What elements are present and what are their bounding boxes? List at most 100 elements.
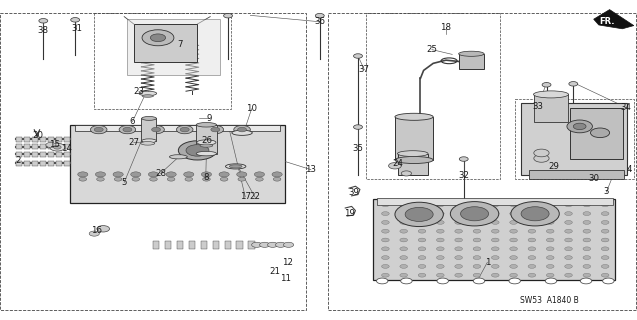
Circle shape <box>528 220 536 224</box>
Circle shape <box>564 247 572 251</box>
Polygon shape <box>39 152 46 157</box>
Text: 17: 17 <box>240 192 251 201</box>
Text: 35: 35 <box>352 144 364 153</box>
Circle shape <box>400 247 408 251</box>
Circle shape <box>547 220 554 224</box>
Text: 13: 13 <box>305 165 317 174</box>
Text: FR.: FR. <box>599 17 614 26</box>
Circle shape <box>238 127 247 132</box>
Circle shape <box>491 247 499 251</box>
Circle shape <box>178 141 217 160</box>
Circle shape <box>601 264 609 268</box>
Circle shape <box>564 238 572 242</box>
Text: 3: 3 <box>604 188 609 196</box>
Circle shape <box>272 172 282 177</box>
Ellipse shape <box>395 113 433 120</box>
Circle shape <box>583 220 590 224</box>
Circle shape <box>114 177 122 181</box>
Text: 19: 19 <box>343 209 355 218</box>
Circle shape <box>382 238 389 242</box>
Text: 26: 26 <box>201 136 213 145</box>
Circle shape <box>150 177 157 181</box>
Polygon shape <box>459 54 484 69</box>
Circle shape <box>186 145 209 156</box>
Circle shape <box>90 125 107 134</box>
Polygon shape <box>32 152 38 157</box>
Circle shape <box>39 19 48 23</box>
Circle shape <box>547 247 554 251</box>
Polygon shape <box>48 137 54 142</box>
Circle shape <box>547 229 554 233</box>
Polygon shape <box>48 144 54 149</box>
Polygon shape <box>70 125 285 203</box>
Circle shape <box>131 172 141 177</box>
Text: 28: 28 <box>155 169 166 178</box>
Text: 18: 18 <box>440 23 452 32</box>
Circle shape <box>418 212 426 216</box>
Polygon shape <box>75 125 280 131</box>
Ellipse shape <box>141 141 155 145</box>
Circle shape <box>510 247 517 251</box>
Circle shape <box>382 264 389 268</box>
Circle shape <box>142 30 174 46</box>
Circle shape <box>71 18 80 22</box>
Circle shape <box>473 229 481 233</box>
Circle shape <box>273 177 281 181</box>
Circle shape <box>509 278 520 284</box>
Polygon shape <box>24 152 30 157</box>
Circle shape <box>119 125 136 134</box>
Circle shape <box>601 203 609 207</box>
Circle shape <box>436 203 444 207</box>
Circle shape <box>436 247 444 251</box>
Circle shape <box>382 212 389 216</box>
Circle shape <box>418 256 426 260</box>
Text: 20: 20 <box>32 131 44 140</box>
Text: 39: 39 <box>348 188 359 197</box>
Circle shape <box>455 212 462 216</box>
Ellipse shape <box>141 116 157 120</box>
Ellipse shape <box>141 139 157 143</box>
Ellipse shape <box>533 91 569 98</box>
Ellipse shape <box>197 140 216 145</box>
Circle shape <box>528 264 536 268</box>
Circle shape <box>510 264 517 268</box>
Text: 16: 16 <box>91 226 103 235</box>
Circle shape <box>237 172 247 177</box>
Circle shape <box>473 273 481 277</box>
Circle shape <box>521 207 549 221</box>
Circle shape <box>583 256 590 260</box>
Circle shape <box>601 256 609 260</box>
Circle shape <box>510 212 517 216</box>
Polygon shape <box>16 152 22 157</box>
Circle shape <box>382 256 389 260</box>
Circle shape <box>564 273 572 277</box>
Polygon shape <box>594 10 634 29</box>
Circle shape <box>455 247 462 251</box>
Circle shape <box>547 264 554 268</box>
Text: SW53  A1840 B: SW53 A1840 B <box>520 296 578 305</box>
Circle shape <box>418 273 426 277</box>
Circle shape <box>203 177 210 181</box>
Circle shape <box>455 264 462 268</box>
Circle shape <box>436 273 444 277</box>
Circle shape <box>436 220 444 224</box>
Polygon shape <box>16 137 22 142</box>
Polygon shape <box>39 161 46 166</box>
Polygon shape <box>134 24 197 62</box>
Polygon shape <box>64 161 70 166</box>
Circle shape <box>97 177 104 181</box>
Circle shape <box>542 83 551 87</box>
Circle shape <box>234 125 250 134</box>
Circle shape <box>455 273 462 277</box>
Polygon shape <box>24 161 30 166</box>
Circle shape <box>547 238 554 242</box>
Circle shape <box>450 202 499 226</box>
Circle shape <box>183 172 194 177</box>
Circle shape <box>601 229 609 233</box>
Ellipse shape <box>229 165 242 168</box>
Ellipse shape <box>225 164 246 169</box>
Circle shape <box>50 143 65 151</box>
Polygon shape <box>213 241 219 249</box>
Circle shape <box>354 54 362 58</box>
Circle shape <box>473 238 481 242</box>
